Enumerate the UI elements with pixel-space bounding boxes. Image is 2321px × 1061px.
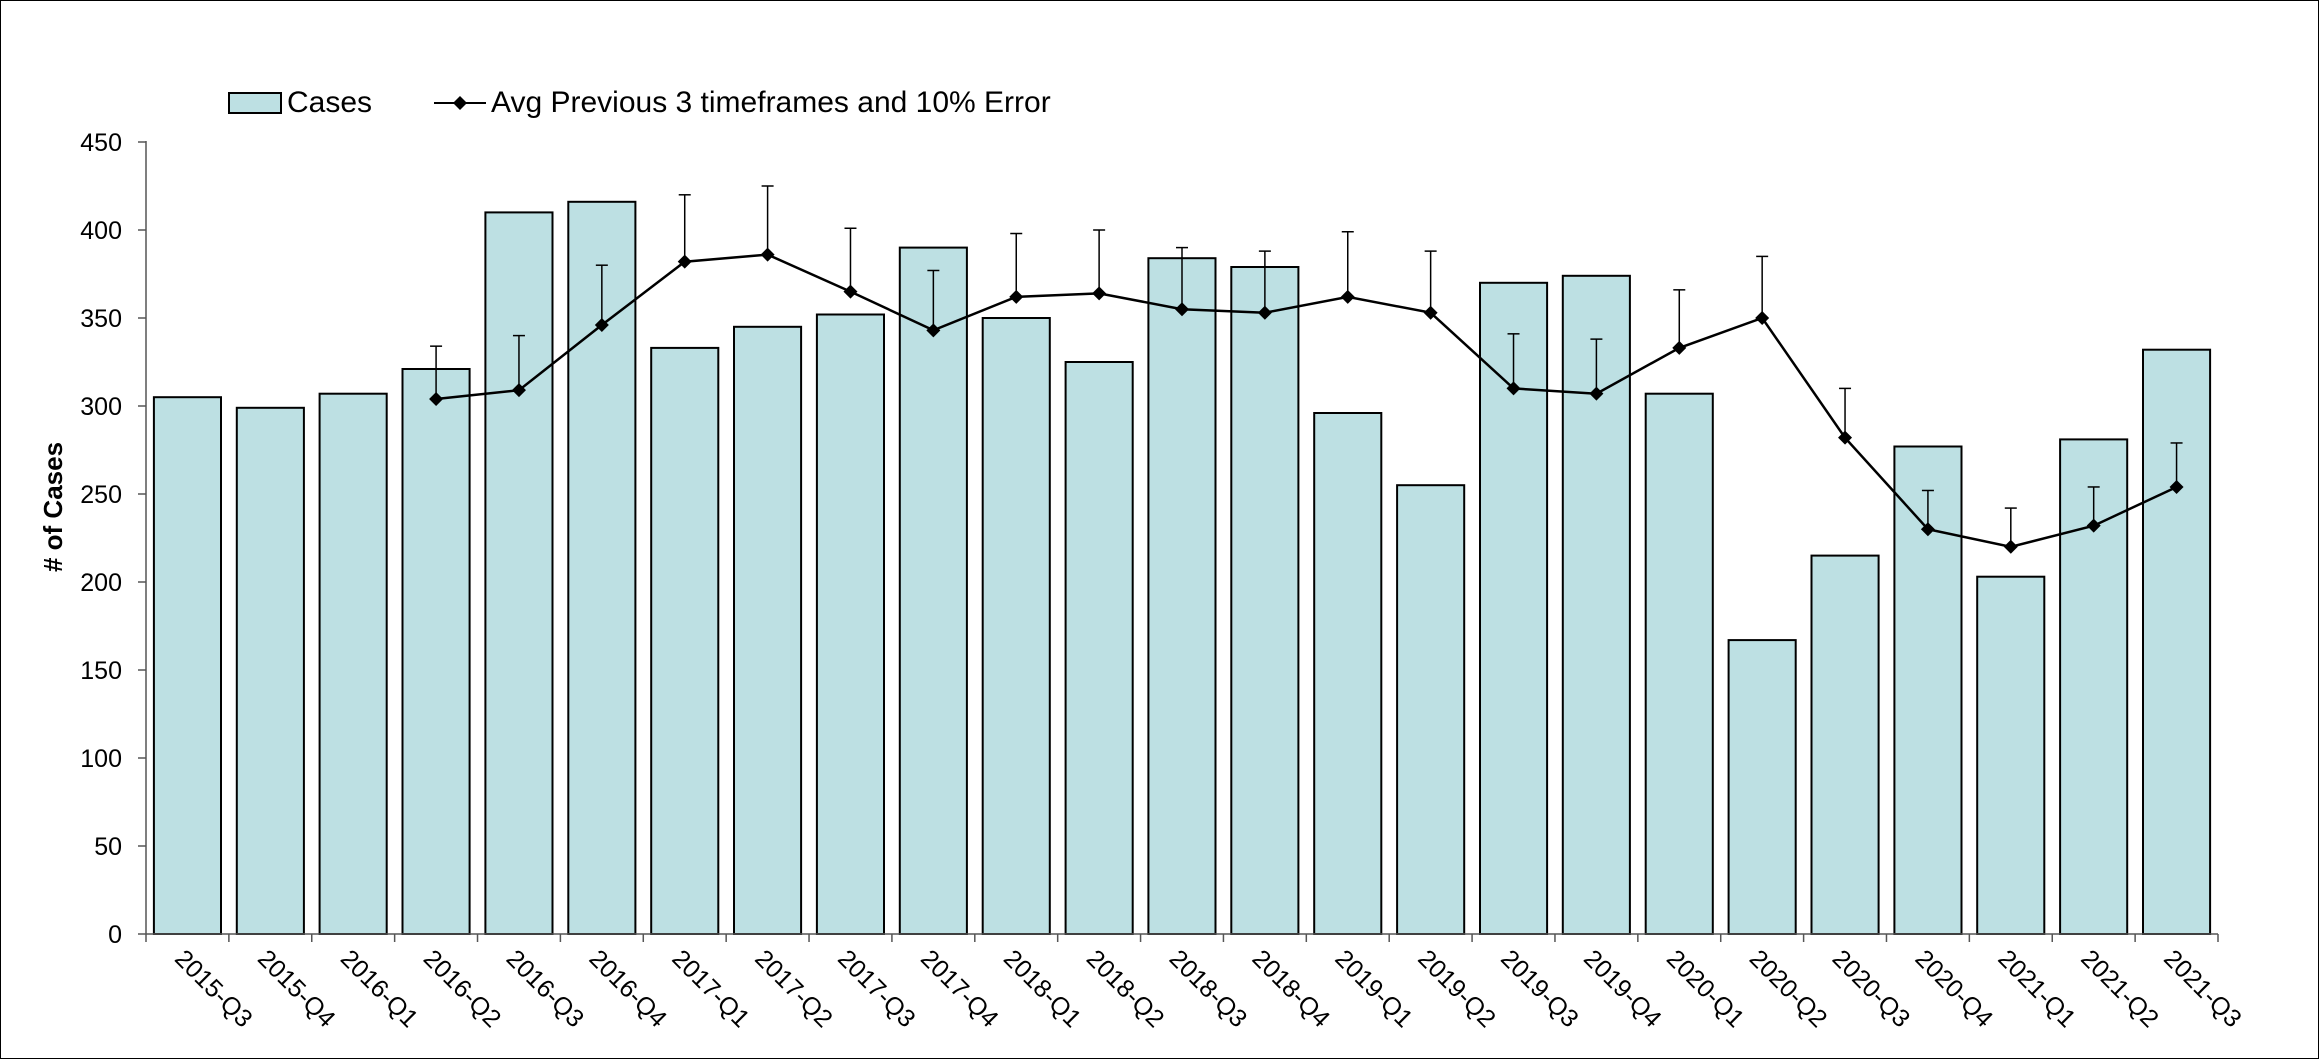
legend-marker-avg <box>453 96 467 110</box>
avg-point <box>677 254 692 269</box>
y-tick-label: 50 <box>94 833 122 861</box>
x-tick-label: 2017-Q2 <box>749 944 838 1033</box>
bar <box>898 246 968 936</box>
avg-point <box>1589 386 1604 401</box>
x-tick-label: 2021-Q2 <box>2075 944 2164 1033</box>
avg-point <box>1672 340 1687 355</box>
y-tick-label: 0 <box>108 921 122 949</box>
legend-label-cases: Cases <box>287 86 372 119</box>
avg-point <box>1506 381 1521 396</box>
avg-point <box>429 391 444 406</box>
axes <box>145 141 2218 935</box>
avg-point <box>1257 305 1272 320</box>
x-tick-label: 2021-Q1 <box>1993 944 2082 1033</box>
legend: Cases Avg Previous 3 timeframes and 10% … <box>228 86 1051 119</box>
avg-point <box>1009 289 1024 304</box>
avg-point <box>2086 518 2101 533</box>
y-tick-label: 300 <box>80 393 122 421</box>
x-tick-label: 2017-Q4 <box>915 944 1004 1033</box>
avg-point <box>1920 522 1935 537</box>
x-tick-label: 2018-Q4 <box>1247 944 1336 1033</box>
avg-point <box>1340 289 1355 304</box>
x-tick-label: 2016-Q3 <box>501 944 590 1033</box>
avg-line <box>429 247 2184 554</box>
avg-point <box>1423 305 1438 320</box>
legend-swatch-cases <box>228 92 282 114</box>
avg-point <box>2169 479 2184 494</box>
y-tick-label: 400 <box>80 217 122 245</box>
bar <box>650 346 720 935</box>
y-tick-label: 450 <box>80 129 122 157</box>
avg-point <box>1175 302 1189 317</box>
bar <box>1230 266 1300 935</box>
x-tick-label: 2019-Q4 <box>1578 944 1667 1033</box>
bar <box>152 396 222 935</box>
bar <box>815 313 886 935</box>
bar <box>484 211 554 935</box>
bar <box>1810 554 1880 935</box>
avg-point <box>760 247 775 262</box>
x-tick-label: 2018-Q2 <box>1081 944 1170 1033</box>
x-tick-label: 2019-Q3 <box>1495 944 1584 1033</box>
x-tick-label: 2015-Q4 <box>252 944 341 1033</box>
x-tick-label: 2020-Q4 <box>1910 944 1999 1033</box>
avg-point <box>594 318 609 333</box>
x-tick-label: 2021-Q3 <box>2158 944 2247 1033</box>
bar <box>1313 412 1383 935</box>
bar <box>1727 639 1797 935</box>
x-tick-label: 2016-Q1 <box>335 944 424 1033</box>
y-axis-title: # of Cases <box>38 442 68 572</box>
avg-point <box>843 284 858 299</box>
bar <box>733 325 803 935</box>
bar <box>1064 361 1134 935</box>
x-ticks: 2015-Q32015-Q42016-Q12016-Q22016-Q32016-… <box>145 934 2247 1033</box>
avg-point <box>1838 430 1853 445</box>
x-tick-label: 2016-Q4 <box>584 944 673 1033</box>
avg-point <box>511 383 526 398</box>
bar <box>401 368 471 935</box>
y-tick-label: 200 <box>80 569 122 597</box>
x-tick-label: 2016-Q2 <box>418 944 507 1033</box>
x-tick-label: 2019-Q2 <box>1412 944 1501 1033</box>
avg-point <box>2003 539 2018 554</box>
y-tick-label: 250 <box>80 481 122 509</box>
y-tick-label: 100 <box>80 745 122 773</box>
bar <box>1976 575 2046 935</box>
avg-line-path <box>435 253 2178 549</box>
bar <box>318 392 388 935</box>
y-axis-title-text: # of Cases <box>38 442 68 572</box>
y-tick-label: 350 <box>80 305 122 333</box>
avg-point <box>926 323 941 338</box>
avg-point <box>1755 311 1770 325</box>
x-tick-label: 2018-Q3 <box>1164 944 1253 1033</box>
bar <box>1147 257 1217 935</box>
x-tick-label: 2019-Q1 <box>1330 944 1419 1033</box>
x-tick-label: 2020-Q3 <box>1827 944 1916 1033</box>
x-tick-label: 2017-Q1 <box>666 944 755 1033</box>
x-tick-label: 2017-Q3 <box>832 944 921 1033</box>
bar <box>1396 484 1466 935</box>
bar <box>1644 392 1714 935</box>
avg-point <box>1092 286 1107 301</box>
y-ticks: 0 50 100 150 200 250 300 350 400 450 <box>80 129 146 949</box>
x-tick-label: 2018-Q1 <box>998 944 1087 1033</box>
y-tick-label: 150 <box>80 657 122 685</box>
x-tick-label: 2020-Q1 <box>1661 944 1750 1033</box>
legend-label-avg: Avg Previous 3 timeframes and 10% Error <box>491 86 1051 119</box>
bar <box>981 317 1051 935</box>
x-tick-label: 2020-Q2 <box>1744 944 1833 1033</box>
bar <box>235 406 305 935</box>
bar <box>2142 348 2212 935</box>
x-tick-label: 2015-Q3 <box>169 944 258 1033</box>
